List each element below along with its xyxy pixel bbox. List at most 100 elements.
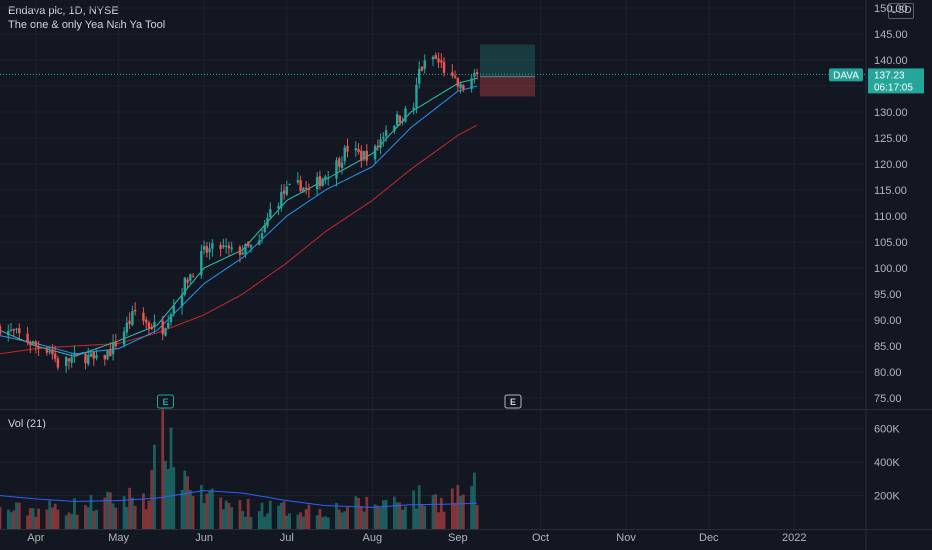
price-tick-75.00: 75.00: [874, 393, 902, 405]
volume-bar: [122, 496, 126, 529]
candle: [211, 239, 214, 257]
candle: [87, 347, 90, 367]
candle: [29, 340, 32, 354]
volume-bar: [75, 514, 79, 529]
volume-bar: [6, 509, 10, 529]
volume-bar: [442, 511, 446, 529]
candle: [338, 156, 341, 173]
candle: [37, 341, 40, 357]
volume-bar: [125, 506, 129, 529]
symbol-label: DAVA: [833, 70, 859, 81]
volume-bar: [296, 514, 300, 529]
candle: [241, 245, 244, 256]
volume-bar: [415, 508, 418, 529]
price-label: 137.23: [874, 70, 905, 81]
loss-zone[interactable]: [479, 76, 536, 97]
volume-bar: [219, 497, 223, 529]
volume-bar: [420, 503, 424, 529]
candle: [15, 327, 18, 334]
volume-bar: [12, 510, 16, 529]
candle: [282, 184, 286, 200]
volume-bar: [221, 509, 225, 529]
earnings-label: E: [162, 397, 168, 407]
earnings-marker-2[interactable]: E: [504, 394, 522, 409]
volume-bar: [431, 495, 435, 529]
volume-bar: [304, 509, 308, 529]
candle: [258, 234, 261, 246]
candle: [0, 323, 2, 337]
volume-bar: [164, 460, 167, 529]
currency-button[interactable]: USD: [888, 3, 914, 19]
volume-bar: [133, 505, 137, 529]
candle: [202, 240, 206, 255]
candle: [9, 322, 13, 333]
time-tick-Aug: Aug: [363, 532, 383, 544]
candle: [415, 77, 418, 114]
price-badge[interactable]: DAVA 137.23 06:17:05: [829, 68, 924, 94]
price-tick-125.00: 125.00: [874, 133, 908, 145]
candle: [473, 68, 476, 84]
long-position-tool[interactable]: [479, 44, 536, 97]
volume-bar: [188, 490, 192, 529]
candle: [362, 150, 366, 162]
candle: [164, 327, 167, 337]
candle: [169, 312, 173, 326]
volume-bar: [285, 515, 289, 529]
price-axis[interactable]: 75.00 80.00 85.00 90.00 95.00 100.00 105.00 110…: [874, 3, 908, 405]
volume-bar: [26, 515, 29, 529]
candle: [125, 316, 129, 336]
candle: [360, 145, 363, 168]
candle: [451, 64, 454, 79]
volume-title[interactable]: Vol (21): [8, 418, 46, 430]
earnings-marker-1[interactable]: E: [156, 394, 174, 409]
time-tick-Sep: Sep: [448, 532, 468, 544]
candle: [296, 172, 300, 185]
candle: [420, 66, 424, 72]
volume-bar: [73, 498, 76, 529]
volume-bar: [326, 517, 330, 529]
volume-bar: [106, 491, 109, 529]
candle: [183, 276, 186, 297]
volume-bar: [241, 511, 245, 529]
volume-bar: [470, 486, 474, 529]
volume-bar: [180, 489, 184, 529]
volume-bar: [337, 509, 341, 529]
candle: [302, 187, 305, 193]
candle: [205, 242, 209, 258]
ma-slow-line: [0, 124, 478, 355]
candle: [288, 183, 291, 186]
candle: [343, 144, 346, 166]
candle: [318, 170, 322, 190]
volume-bar: [315, 515, 319, 529]
time-axis[interactable]: Apr May Jun Jul Aug Sep Oct Nov Dec 2022: [27, 532, 806, 544]
candle: [401, 117, 404, 126]
volume-axis[interactable]: 200K 400K 600K: [874, 424, 900, 503]
volume-bar: [108, 492, 112, 529]
candle: [340, 156, 344, 175]
candle: [208, 242, 211, 260]
price-tick-120.00: 120.00: [874, 159, 908, 171]
candle: [260, 228, 264, 244]
indicator-name[interactable]: The one & only Yea Nah Ya Tool: [8, 19, 166, 31]
candle: [103, 354, 107, 366]
candle: [106, 350, 109, 361]
volume-bar: [381, 500, 385, 529]
volume-bar: [434, 494, 438, 529]
candle: [365, 144, 369, 166]
candle: [227, 241, 231, 256]
profit-zone[interactable]: [479, 44, 536, 77]
volume-bar: [412, 490, 416, 529]
candle: [26, 326, 29, 346]
candle: [84, 352, 87, 370]
candle: [92, 351, 95, 366]
candle: [277, 202, 280, 215]
price-tick-85.00: 85.00: [874, 341, 902, 353]
volume-bar: [423, 505, 427, 529]
volume-bar: [266, 513, 269, 529]
ema-mid-line: [0, 85, 478, 355]
time-tick-May: May: [108, 532, 129, 544]
volume-bar: [205, 493, 209, 529]
